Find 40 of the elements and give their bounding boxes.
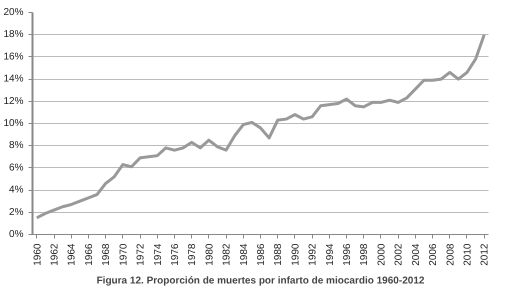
y-tick-label: 16% [3,51,24,62]
y-tick-label: 6% [9,162,24,174]
x-tick-label: 1962 [50,243,61,266]
text: Figura 12. Proporción de muertes por infarto de miocardio 1960-2012 [96,276,425,286]
x-tick-label: 1960 [32,243,44,266]
x-tick-label: 2010 [462,243,474,266]
x-tick-label: 2012 [480,243,491,266]
y-tick-label: 0% [9,229,24,240]
x-tick-label: 1980 [204,243,216,266]
y-tick-label: 2% [9,206,24,218]
line-series [35,33,486,220]
y-tick-label: 12% [3,96,24,107]
x-tick-label: 1976 [170,243,181,266]
x-tick-label: 1982 [222,243,233,266]
y-tick-label: 10% [3,118,24,129]
x-tick-label: 2002 [394,243,405,266]
x-tick-label: 2006 [428,243,440,266]
x-tick-label: 1970 [118,243,130,266]
x-tick-label: 1966 [84,243,95,266]
x-tick-label: 1974 [152,243,164,266]
x-tick-label: 1992 [308,243,319,266]
y-tick-label: 4% [9,184,24,196]
x-tick-label: 1996 [342,243,354,266]
x-tick-label: 1968 [101,243,112,266]
x-tick-label: 2000 [376,243,388,266]
x-tick-label: 1990 [290,243,302,266]
x-tick-label: 1964 [66,243,78,266]
x-tick-label: 1984 [238,243,250,266]
x-tick-label: 2004 [410,243,422,266]
y-tick-label: 14% [3,74,24,85]
x-tick-label: 1998 [359,243,370,266]
x-tick-label: 1994 [324,243,336,266]
x-tick-label: 1988 [273,243,284,266]
y-tick-label: 8% [9,140,24,152]
x-tick-label: 1986 [256,243,267,266]
x-tick-label: 1972 [136,243,147,266]
x-tick-label: 1978 [187,243,198,266]
x-tick-label: 2008 [445,243,456,266]
y-tick-label: 20% [3,7,24,18]
y-tick-label: 18% [3,29,24,40]
